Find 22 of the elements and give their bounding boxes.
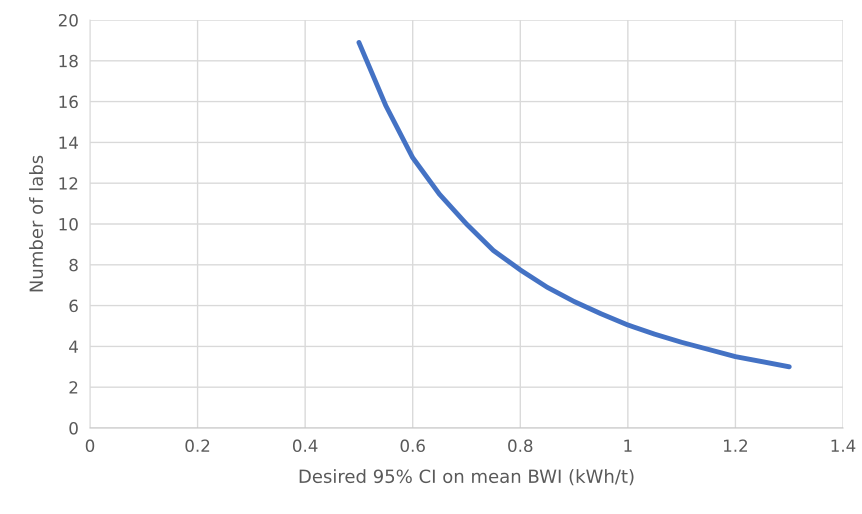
x-tick-label: 0.6	[400, 439, 425, 452]
y-tick-label: 20	[58, 14, 78, 27]
x-tick-label: 0	[86, 439, 94, 452]
y-tick-label: 0	[69, 422, 78, 435]
y-tick-label: 4	[69, 340, 78, 353]
y-tick-label: 14	[60, 136, 78, 149]
x-tick-label: 0.8	[508, 439, 532, 452]
x-tick-label: 1	[624, 440, 632, 452]
y-axis-title: Number of labs	[29, 156, 44, 292]
y-tick-label: 18	[60, 54, 78, 68]
y-tick-label: 6	[69, 300, 78, 312]
line-series	[356, 40, 792, 370]
x-tick-label: 0.2	[185, 439, 210, 452]
y-tick-label: 2	[70, 381, 78, 394]
y-tick-label: 8	[69, 258, 78, 272]
x-tick-label: 0.4	[292, 439, 318, 452]
y-tick-label: 12	[60, 177, 78, 190]
x-tick-label: 1.2	[724, 439, 748, 452]
x-tick-label: 1.4	[832, 440, 856, 452]
y-tick-label: 16	[60, 96, 78, 108]
y-tick-label: 10	[60, 218, 78, 231]
x-axis-title: Desired 95% CI on mean BWI (kWh/t)	[300, 469, 634, 486]
